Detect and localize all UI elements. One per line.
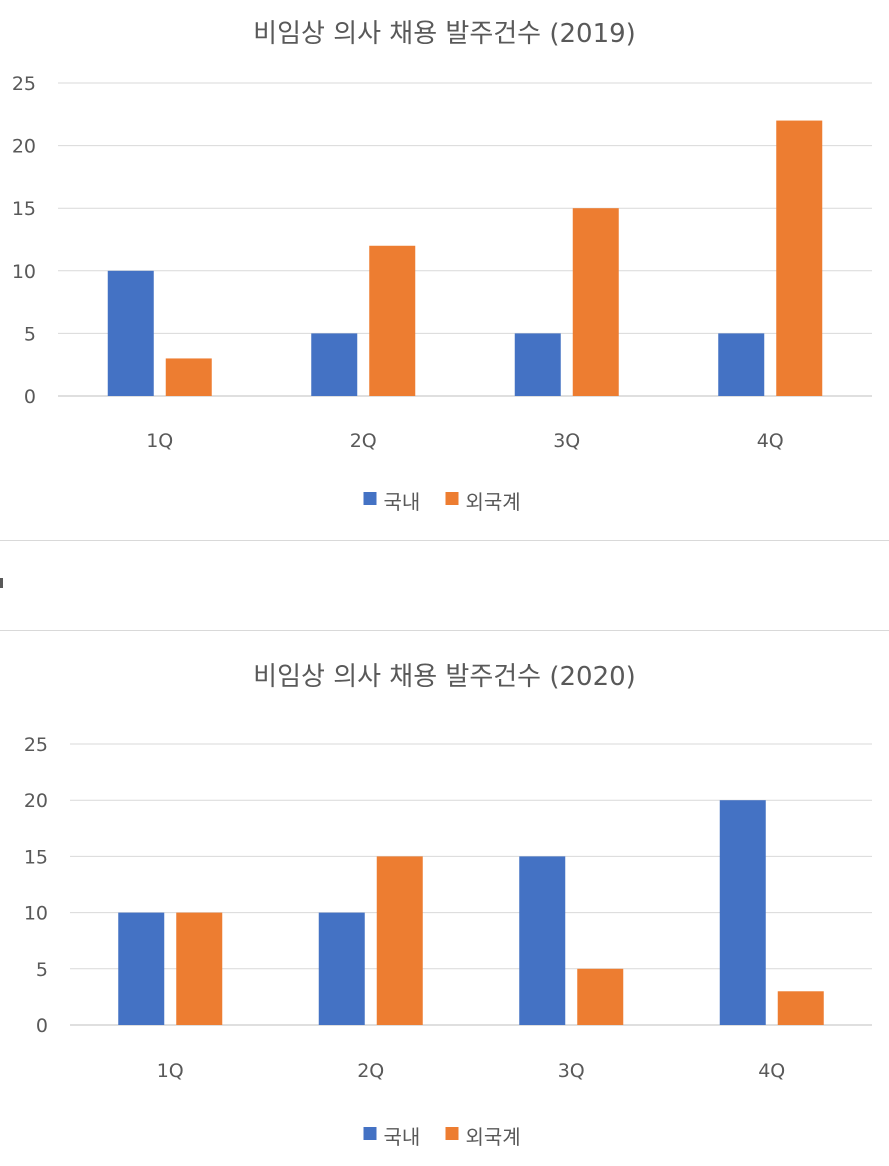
bar-foreign-1q	[176, 912, 223, 1025]
separator-bottom	[0, 630, 889, 631]
y-tick-label: 20	[12, 136, 36, 158]
legend-label: 국내	[384, 490, 421, 514]
chart-2019: 비임상 의사 채용 발주건수 (2019) 0 5 10 15 20 25 1Q 2Q 3Q 4Q 국…	[0, 0, 889, 540]
y-tick-label: 15	[24, 846, 48, 868]
bar-foreign-1q	[165, 358, 212, 396]
x-tick-label: 1Q	[157, 1060, 184, 1082]
bar-domestic-1q	[118, 912, 165, 1025]
x-tick-label: 3Q	[558, 1060, 585, 1082]
bar-domestic-2q	[311, 333, 358, 396]
chart-2019-svg: 비임상 의사 채용 발주건수 (2019) 0 5 10 15 20 25 1Q 2Q 3Q 4Q 국…	[12, 19, 872, 514]
y-tick-label: 5	[36, 959, 48, 981]
y-tick-label: 0	[36, 1015, 48, 1037]
y-tick-label: 0	[24, 386, 36, 408]
x-tick-label: 4Q	[757, 430, 784, 452]
y-tick-label: 25	[12, 73, 36, 95]
x-tick-label: 3Q	[553, 430, 580, 452]
bar-foreign-4q	[776, 120, 823, 396]
separator-top	[0, 540, 889, 541]
bar-domestic-3q	[514, 333, 561, 396]
bar-foreign-2q	[376, 856, 423, 1025]
legend-swatch	[445, 492, 459, 505]
chart-title: 비임상 의사 채용 발주건수 (2019)	[253, 19, 636, 49]
legend-swatch	[445, 1127, 459, 1140]
bar-domestic-3q	[519, 856, 566, 1025]
y-tick-label: 15	[12, 198, 36, 220]
x-tick-label: 4Q	[758, 1060, 785, 1082]
x-tick-label: 2Q	[357, 1060, 384, 1082]
legend-swatch	[363, 492, 377, 505]
y-tick-label: 20	[24, 790, 48, 812]
bar-domestic-4q	[719, 800, 766, 1025]
stray-mark	[0, 578, 3, 588]
bar-foreign-3q	[572, 208, 619, 396]
y-tick-label: 25	[24, 734, 48, 756]
legend-label: 외국계	[466, 1125, 521, 1149]
x-tick-label: 1Q	[146, 430, 173, 452]
chart-2020-svg: 비임상 의사 채용 발주건수 (2020) 0 5 10 15 20 25 1Q 2Q 3Q 4Q 국…	[24, 662, 872, 1149]
chart-2020: 비임상 의사 채용 발주건수 (2020) 0 5 10 15 20 25 1Q 2Q 3Q 4Q 국…	[0, 631, 889, 1166]
bar-foreign-3q	[577, 968, 624, 1025]
bar-foreign-4q	[777, 991, 824, 1025]
bar-domestic-1q	[107, 270, 154, 396]
legend-label: 국내	[384, 1125, 421, 1149]
chart-title: 비임상 의사 채용 발주건수 (2020)	[253, 662, 636, 692]
x-tick-label: 2Q	[350, 430, 377, 452]
y-tick-label: 10	[12, 261, 36, 283]
bar-domestic-4q	[718, 333, 765, 396]
bar-domestic-2q	[318, 912, 365, 1025]
legend-swatch	[363, 1127, 377, 1140]
bar-foreign-2q	[369, 245, 416, 396]
legend-label: 외국계	[466, 490, 521, 514]
y-tick-label: 5	[24, 323, 36, 345]
y-tick-label: 10	[24, 903, 48, 925]
